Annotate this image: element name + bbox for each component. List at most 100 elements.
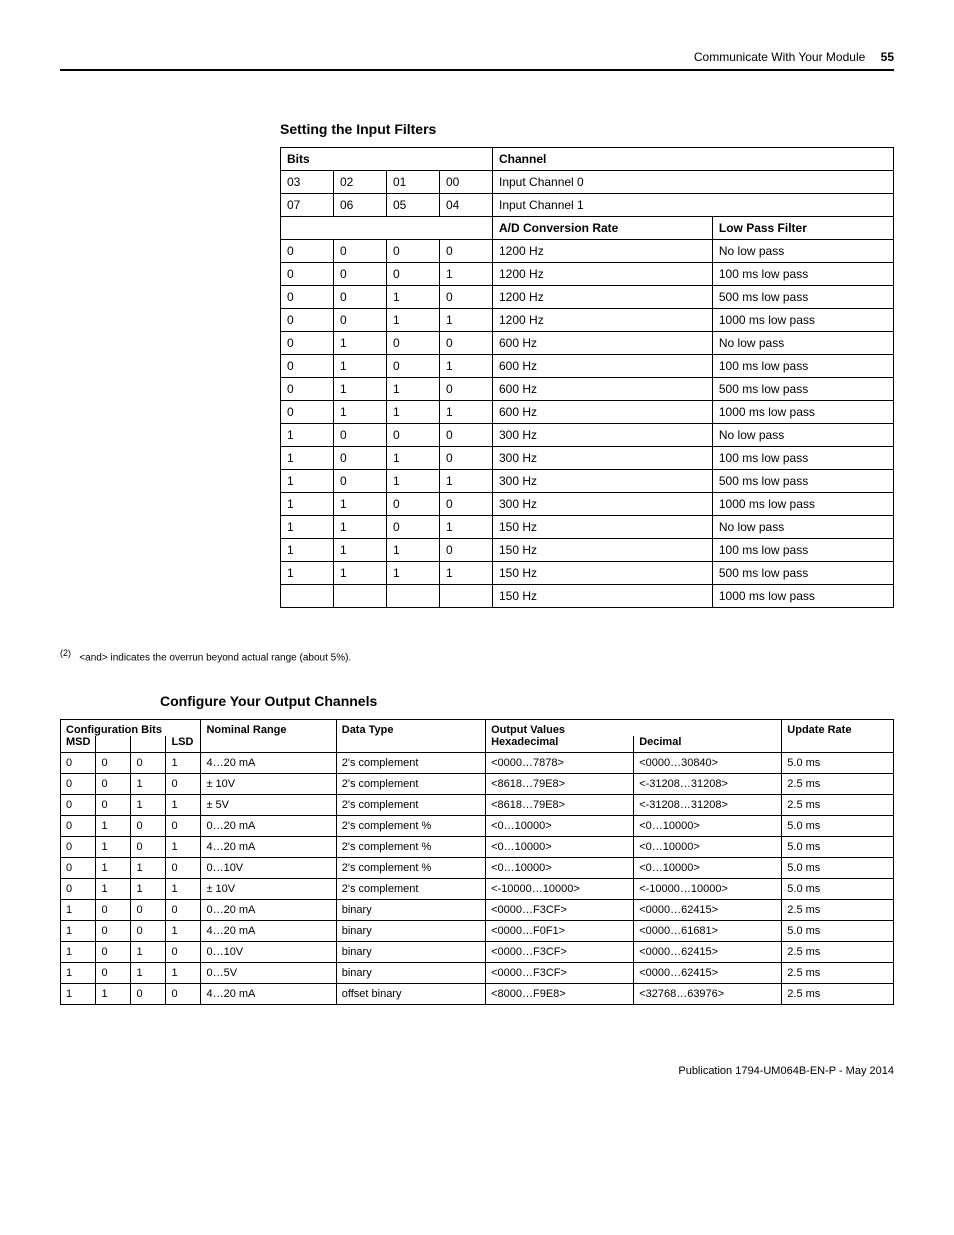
rate-cell: 150 Hz: [493, 562, 713, 585]
hex-cell: <0…10000>: [486, 858, 634, 879]
bit-cell: 0: [440, 539, 493, 562]
dec-cell: <0000…62415>: [634, 963, 782, 984]
table-row: 1000300 HzNo low pass: [281, 424, 894, 447]
table-row: 01000…20 mA2's complement %<0…10000><0…1…: [61, 816, 894, 837]
dtype-cell: 2's complement: [336, 753, 485, 774]
table-row: 0101600 Hz100 ms low pass: [281, 355, 894, 378]
rate-cell: 150 Hz: [493, 585, 713, 608]
range-cell: 0…10V: [201, 942, 336, 963]
table-row: 1101150 HzNo low pass: [281, 516, 894, 539]
hex-cell: <0000…7878>: [486, 753, 634, 774]
bit-cell: 0: [334, 240, 387, 263]
hex-cell: <8618…79E8>: [486, 795, 634, 816]
bit-cell: 1: [334, 493, 387, 516]
publication-footer: Publication 1794-UM064B-EN-P - May 2014: [60, 1065, 894, 1077]
lpf-cell: No low pass: [712, 516, 893, 539]
bit-cell: 1: [61, 900, 96, 921]
hex-cell: <8618…79E8>: [486, 774, 634, 795]
footnote-num: (2): [60, 648, 71, 658]
dtype-cell: binary: [336, 963, 485, 984]
bit-cell: 1: [166, 879, 201, 900]
lpf-cell: 100 ms low pass: [712, 447, 893, 470]
rate-cell: 5.0 ms: [782, 858, 894, 879]
rate-cell: 2.5 ms: [782, 942, 894, 963]
bit-cell: 1: [440, 401, 493, 424]
msd-header: MSD: [61, 736, 96, 753]
bit-cell: 1: [131, 963, 166, 984]
bit-cell: 07: [281, 194, 334, 217]
bit-cell: 1: [61, 984, 96, 1005]
bit-cell: 1: [166, 795, 201, 816]
rate-cell: 5.0 ms: [782, 753, 894, 774]
bit-cell: 1: [166, 963, 201, 984]
bit-cell: 0: [387, 516, 440, 539]
bit-cell: 1: [131, 858, 166, 879]
range-cell: 0…10V: [201, 858, 336, 879]
bit-cell: 1: [387, 309, 440, 332]
bit-cell: 1: [281, 516, 334, 539]
table-row: 1110150 Hz100 ms low pass: [281, 539, 894, 562]
bit-cell: 1: [166, 837, 201, 858]
dtype-cell: 2's complement: [336, 774, 485, 795]
bit-cell: 1: [96, 984, 131, 1005]
bit-cell: 0: [166, 816, 201, 837]
table-row: 00001200 HzNo low pass: [281, 240, 894, 263]
dec-cell: <0000…61681>: [634, 921, 782, 942]
channel-header: Channel: [493, 148, 894, 171]
bit-cell: 0: [334, 286, 387, 309]
bit-cell: 1: [440, 263, 493, 286]
bit-cell: 1: [334, 539, 387, 562]
table-row: 00101200 Hz500 ms low pass: [281, 286, 894, 309]
bit-cell: 0: [440, 493, 493, 516]
dtype-cell: binary: [336, 921, 485, 942]
rate-cell: 600 Hz: [493, 355, 713, 378]
table-row: 0111± 10V2's complement<-10000…10000><-1…: [61, 879, 894, 900]
rate-cell: 300 Hz: [493, 493, 713, 516]
table-row: 07060504Input Channel 1: [281, 194, 894, 217]
update-header: Update Rate: [782, 720, 894, 753]
bit-cell: [387, 585, 440, 608]
bits-spacer: [281, 217, 493, 240]
table-row: 03020100Input Channel 0: [281, 171, 894, 194]
chapter-title: Communicate With Your Module: [694, 50, 865, 64]
dtype-cell: binary: [336, 900, 485, 921]
bit-cell: 0: [334, 263, 387, 286]
bit-cell: 1: [96, 816, 131, 837]
range-cell: ± 10V: [201, 879, 336, 900]
lpf-cell: 500 ms low pass: [712, 378, 893, 401]
bit-cell: 1: [281, 424, 334, 447]
range-cell: ± 5V: [201, 795, 336, 816]
bit-cell: [334, 585, 387, 608]
table1-title: Setting the Input Filters: [280, 121, 894, 137]
dtype-cell: 2's complement: [336, 795, 485, 816]
bit-cell: 0: [166, 984, 201, 1005]
lpf-cell: 1000 ms low pass: [712, 401, 893, 424]
bit-cell: 0: [440, 424, 493, 447]
bit-cell: 0: [166, 774, 201, 795]
bit-cell: 0: [96, 774, 131, 795]
lpf-cell: 500 ms low pass: [712, 286, 893, 309]
hex-cell: <0…10000>: [486, 837, 634, 858]
hex-cell: <0000…F3CF>: [486, 942, 634, 963]
bit-cell: 1: [440, 309, 493, 332]
bit-cell: 0: [61, 795, 96, 816]
table-row: 1011300 Hz500 ms low pass: [281, 470, 894, 493]
bit-cell: 0: [281, 286, 334, 309]
table-row: 01014…20 mA2's complement %<0…10000><0…1…: [61, 837, 894, 858]
dtype-cell: binary: [336, 942, 485, 963]
ad-rate-header: A/D Conversion Rate: [493, 217, 713, 240]
table-row: 01100…10V2's complement %<0…10000><0…100…: [61, 858, 894, 879]
rate-cell: 2.5 ms: [782, 963, 894, 984]
table-row: 10100…10Vbinary<0000…F3CF><0000…62415>2.…: [61, 942, 894, 963]
rate-cell: 5.0 ms: [782, 921, 894, 942]
table-row: 00011200 Hz100 ms low pass: [281, 263, 894, 286]
table-row: 0010± 10V2's complement<8618…79E8><-3120…: [61, 774, 894, 795]
bit-cell: 0: [96, 900, 131, 921]
bit-cell: 0: [131, 753, 166, 774]
range-cell: 4…20 mA: [201, 921, 336, 942]
bit-cell: 1: [96, 858, 131, 879]
lpf-cell: 100 ms low pass: [712, 539, 893, 562]
bit-cell: 1: [334, 562, 387, 585]
bit-cell: 1: [281, 470, 334, 493]
bit-cell: 1: [387, 447, 440, 470]
